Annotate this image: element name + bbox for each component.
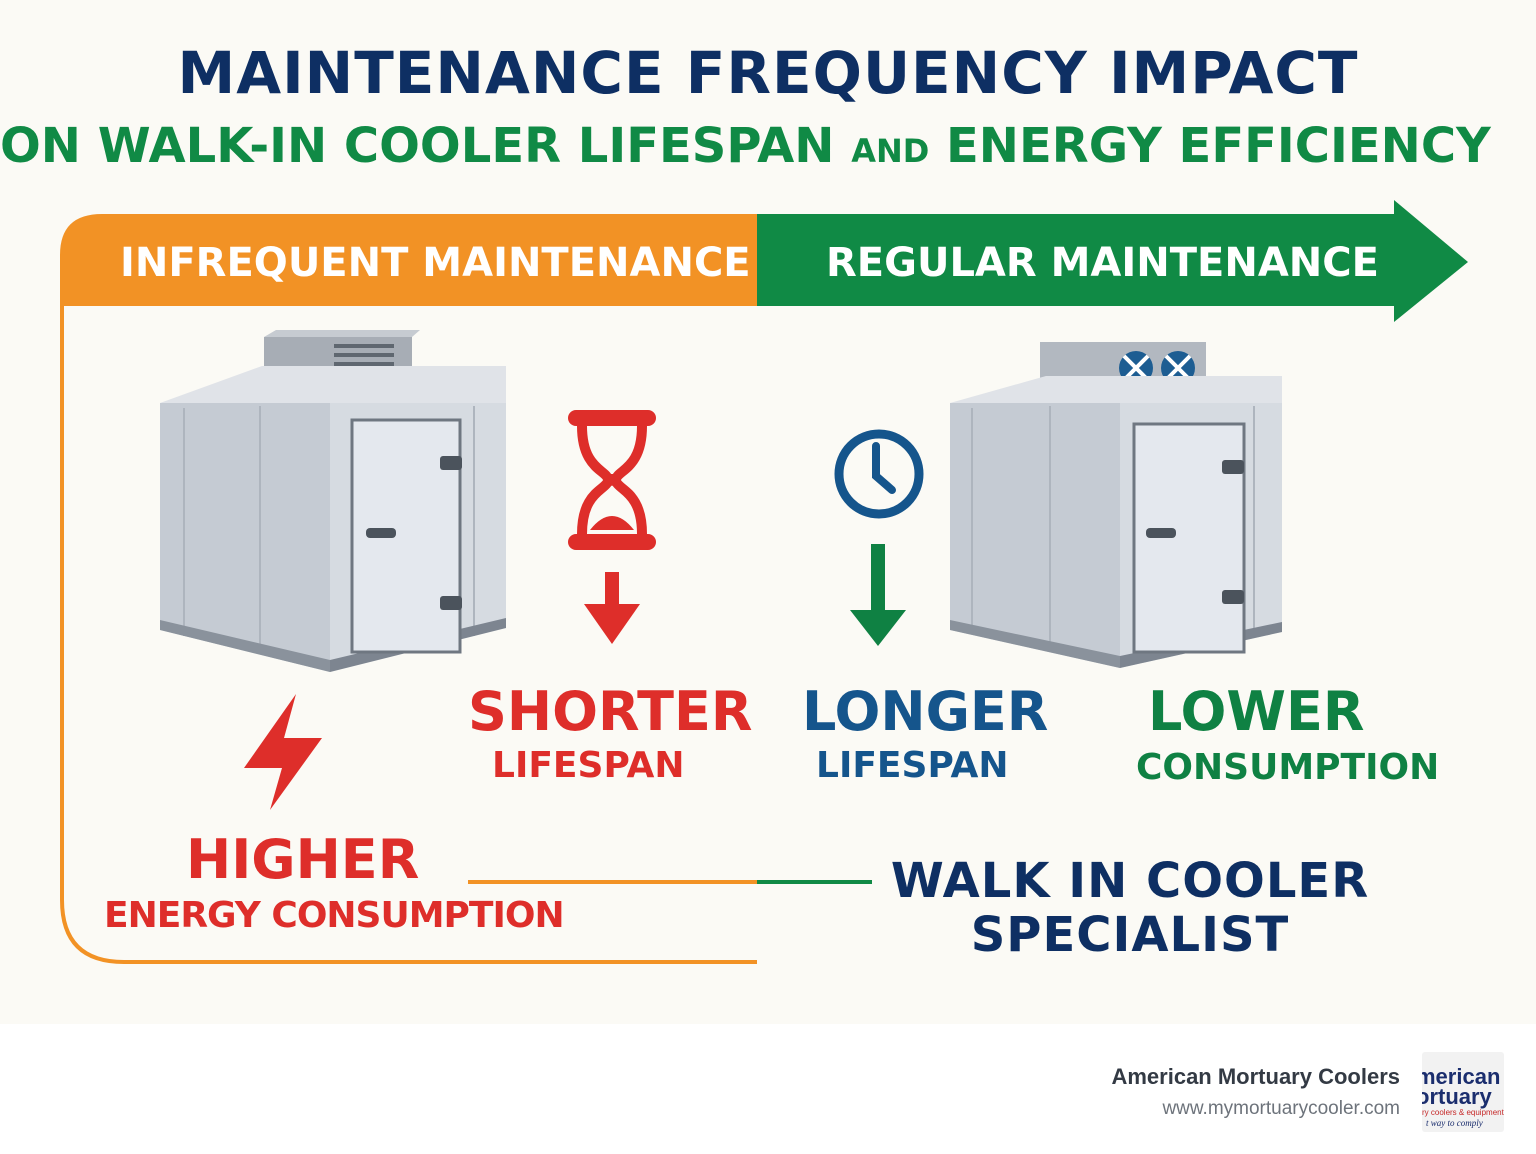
footer [0, 1024, 1536, 1154]
walk-in-cooler-icon-right [950, 342, 1282, 668]
subtitle-part-2: AND [851, 132, 930, 170]
specialist-line-2: SPECIALIST [970, 907, 1290, 963]
clock-icon [834, 429, 924, 519]
shorter-subheading: LIFESPAN [492, 745, 685, 786]
down-arrow-icon-green [850, 544, 906, 646]
higher-subheading: ENERGY CONSUMPTION [104, 895, 565, 936]
subtitle-part-1: ON WALK-IN COOLER LIFESPAN [0, 118, 835, 174]
brand-url: www.mymortuarycooler.com [1162, 1098, 1400, 1119]
logo-line-3: ry coolers & equipment [1422, 1108, 1504, 1117]
longer-heading: LONGER [802, 680, 1049, 743]
logo-line-4: t way to comply [1426, 1118, 1483, 1128]
specialist-line-1: WALK IN COOLER [890, 853, 1370, 909]
infrequent-frame-outline [60, 300, 757, 964]
regular-maintenance-label: REGULAR MAINTENANCE [826, 240, 1379, 286]
infrequent-maintenance-label: INFREQUENT MAINTENANCE [120, 240, 751, 286]
hourglass-icon [568, 410, 656, 550]
logo-line-1: merican [1422, 1064, 1501, 1089]
lower-subheading: CONSUMPTION [1136, 747, 1440, 788]
walk-in-cooler-icon-left [160, 330, 506, 672]
lower-heading: LOWER [1148, 680, 1365, 743]
page-title: MAINTENANCE FREQUENCY IMPACT [177, 39, 1359, 107]
brand-logo: merican ortuary ry coolers & equipment t… [1422, 1052, 1504, 1132]
subtitle-part-3: ENERGY EFFICIENCY [946, 118, 1491, 174]
higher-heading: HIGHER [186, 828, 420, 891]
logo-line-2: ortuary [1422, 1084, 1492, 1109]
lightning-icon [244, 694, 322, 810]
longer-subheading: LIFESPAN [816, 745, 1009, 786]
page-subtitle: ON WALK-IN COOLER LIFESPAN AND ENERGY EF… [0, 116, 1491, 181]
brand-name: American Mortuary Coolers [1111, 1064, 1400, 1089]
infrequent-banner [60, 214, 757, 306]
shorter-heading: SHORTER [468, 680, 753, 743]
regular-banner-arrow [757, 200, 1468, 322]
down-arrow-icon-red [584, 572, 640, 644]
specialist-block: WALK IN COOLER SPECIALIST [880, 854, 1380, 962]
